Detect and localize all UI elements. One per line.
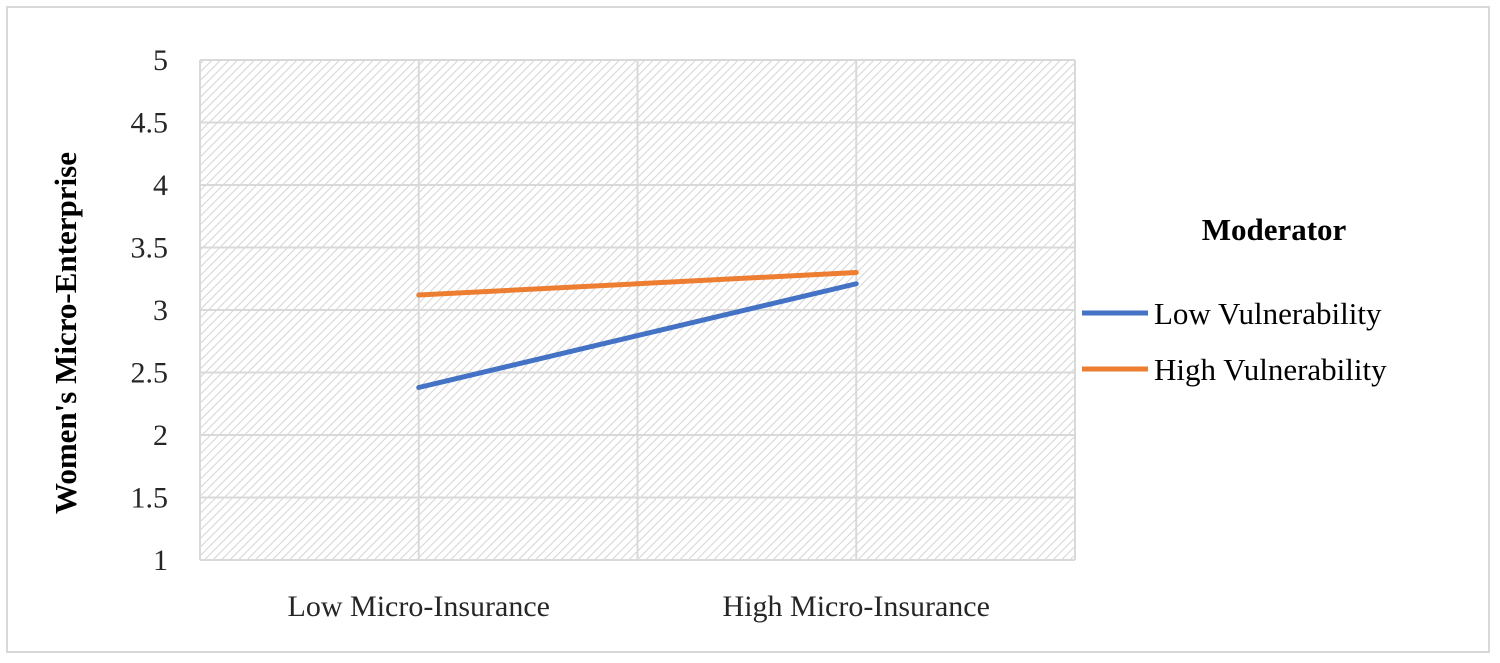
legend-label: Low Vulnerability xyxy=(1154,296,1382,331)
y-tick-label: 4 xyxy=(153,169,168,202)
legend-label: High Vulnerability xyxy=(1154,352,1387,387)
y-tick-label: 2.5 xyxy=(131,357,169,390)
x-axis-ticks: Low Micro-Insurance High Micro-Insurance xyxy=(288,590,990,623)
legend-title: Moderator xyxy=(1202,212,1347,247)
y-tick-label: 1 xyxy=(153,544,168,577)
x-tick-label: High Micro-Insurance xyxy=(723,590,990,623)
y-tick-label: 1.5 xyxy=(131,482,169,515)
y-axis-title: Women's Micro-Enterprise xyxy=(48,152,83,514)
series-line xyxy=(416,281,859,390)
y-axis-ticks: 1 1.5 2 2.5 3 3.5 4 4.5 5 xyxy=(131,44,169,577)
series-line xyxy=(416,270,859,298)
y-tick-label: 3.5 xyxy=(131,232,169,265)
gridlines xyxy=(199,59,1076,561)
legend: Moderator Low Vulnerability High Vulnerab… xyxy=(1082,212,1387,387)
y-tick-label: 4.5 xyxy=(131,107,169,140)
y-tick-label: 2 xyxy=(153,419,168,452)
x-tick-label: Low Micro-Insurance xyxy=(288,590,550,623)
y-tick-label: 5 xyxy=(153,44,168,77)
series-lines xyxy=(416,270,859,390)
y-tick-label: 3 xyxy=(153,294,168,327)
